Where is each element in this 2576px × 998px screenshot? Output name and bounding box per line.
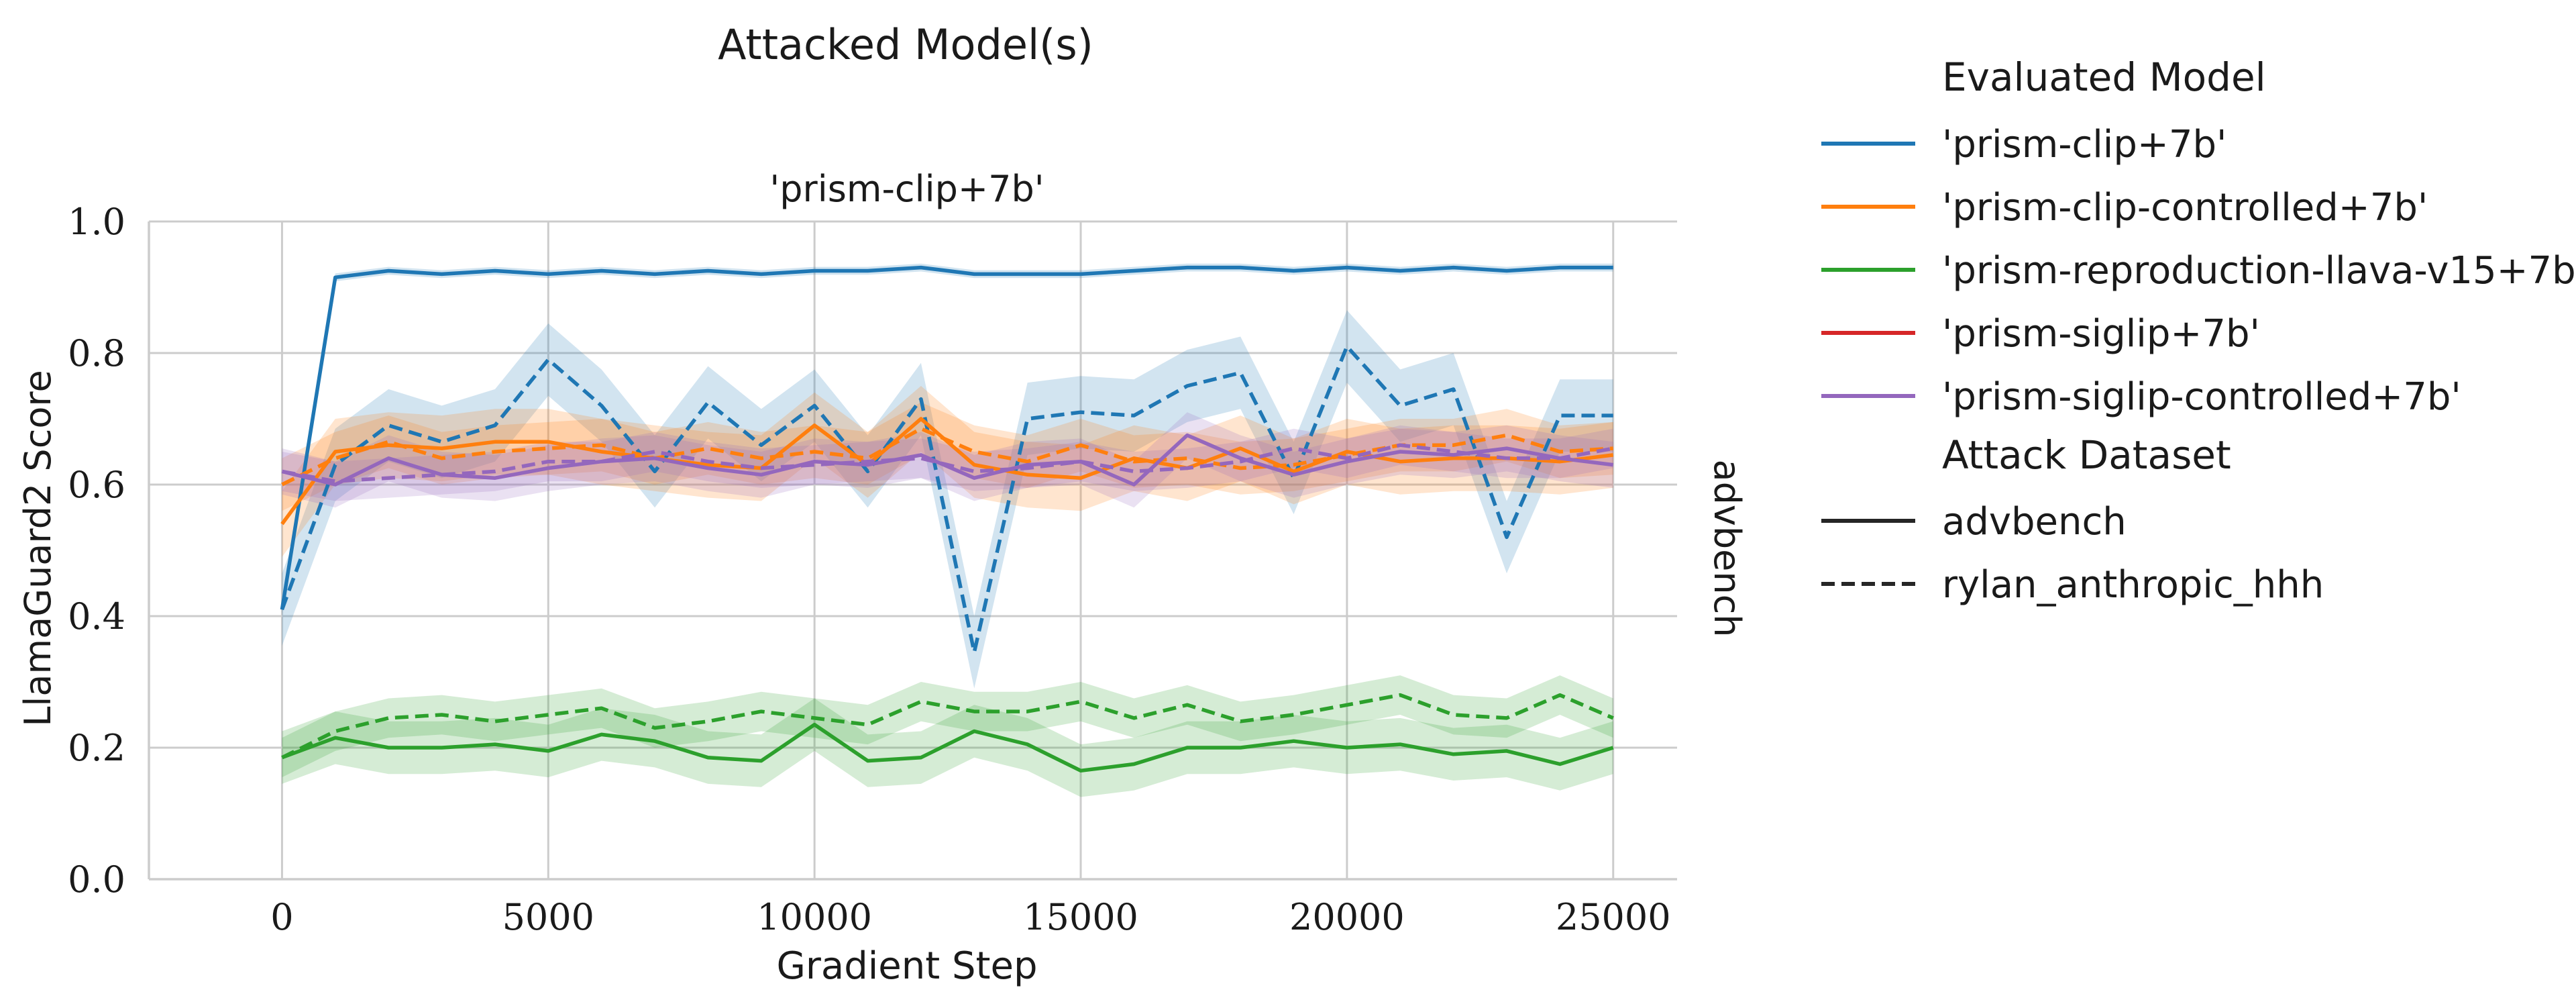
y-axis-label: LlamaGuard2 Score bbox=[17, 370, 59, 726]
legend-model-entries: 'prism-clip+7b' 'prism-clip-controlled+7b… bbox=[1821, 123, 2576, 419]
x-tick-label: 0 bbox=[270, 896, 293, 938]
x-tick-label: 20000 bbox=[1289, 896, 1405, 938]
band-prism-clip-controlled-7b-advbench bbox=[282, 386, 1613, 557]
confidence-bands bbox=[282, 263, 1613, 797]
line-prism-reproduction-llava-v15-7b-rylan-anthropic-hhh bbox=[281, 693, 1614, 760]
legend-label: 'prism-siglip+7b' bbox=[1942, 312, 2260, 356]
line-prism-clip-7b-rylan-anthropic-hhh bbox=[280, 344, 1613, 654]
band-prism-clip-7b-rylan-anthropic-hhh bbox=[282, 310, 1613, 689]
legend-label: 'prism-clip-controlled+7b' bbox=[1942, 186, 2428, 230]
legend-label: rylan_anthropic_hhh bbox=[1942, 563, 2324, 607]
y-tick-label: 0.0 bbox=[68, 858, 125, 901]
x-tick-label: 15000 bbox=[1023, 896, 1138, 938]
band-prism-siglip-controlled-7b-advbench bbox=[282, 412, 1613, 508]
legend-label: advbench bbox=[1942, 500, 2127, 544]
legend: Evaluated Model 'prism-clip+7b''prism-cl… bbox=[1821, 54, 2576, 607]
figure-suptitle: Attacked Model(s) bbox=[718, 20, 1093, 69]
y-tick-label: 0.2 bbox=[68, 727, 125, 769]
x-axis-label: Gradient Step bbox=[776, 944, 1037, 988]
legend-label: 'prism-clip+7b' bbox=[1942, 123, 2226, 166]
line-prism-clip-controlled-7b-rylan-anthropic-hhh bbox=[281, 426, 1613, 487]
y-tick-labels: 0.0 0.2 0.4 0.6 0.8 1.0 bbox=[68, 201, 125, 901]
y-tick-label: 0.6 bbox=[68, 464, 125, 506]
legend-label: 'prism-siglip-controlled+7b' bbox=[1942, 375, 2461, 419]
x-tick-label: 10000 bbox=[757, 896, 872, 938]
legend-style-entries: advbench rylan_anthropic_hhh bbox=[1821, 500, 2324, 607]
series-lines bbox=[280, 265, 1614, 773]
facet-row-label: advbench bbox=[1706, 460, 1748, 638]
legend-label: 'prism-reproduction-llava-v15+7b' bbox=[1942, 249, 2576, 293]
legend-title-evaluated-model: Evaluated Model bbox=[1942, 54, 2266, 100]
line-prism-reproduction-llava-v15-7b-advbench bbox=[281, 722, 1614, 773]
x-tick-label: 25000 bbox=[1556, 896, 1671, 938]
line-prism-clip-7b-advbench bbox=[280, 265, 1613, 610]
y-tick-label: 0.4 bbox=[68, 595, 125, 638]
band-prism-reproduction-llava-v15-7b-advbench bbox=[282, 698, 1613, 797]
line-prism-siglip-controlled-7b-rylan-anthropic-hhh bbox=[281, 443, 1614, 483]
legend-title-attack-dataset: Attack Dataset bbox=[1942, 432, 2231, 478]
y-tick-label: 1.0 bbox=[68, 201, 125, 243]
band-prism-reproduction-llava-v15-7b-rylan-anthropic-hhh bbox=[282, 675, 1613, 778]
y-tick-label: 0.8 bbox=[68, 332, 125, 375]
axes-spines bbox=[148, 221, 1677, 881]
x-tick-label: 5000 bbox=[502, 896, 594, 938]
x-tick-labels: 0 5000 10000 15000 20000 25000 bbox=[270, 896, 1670, 938]
panel-title: 'prism-clip+7b' bbox=[769, 168, 1044, 210]
band-prism-clip-controlled-7b-rylan-anthropic-hhh bbox=[282, 402, 1613, 511]
